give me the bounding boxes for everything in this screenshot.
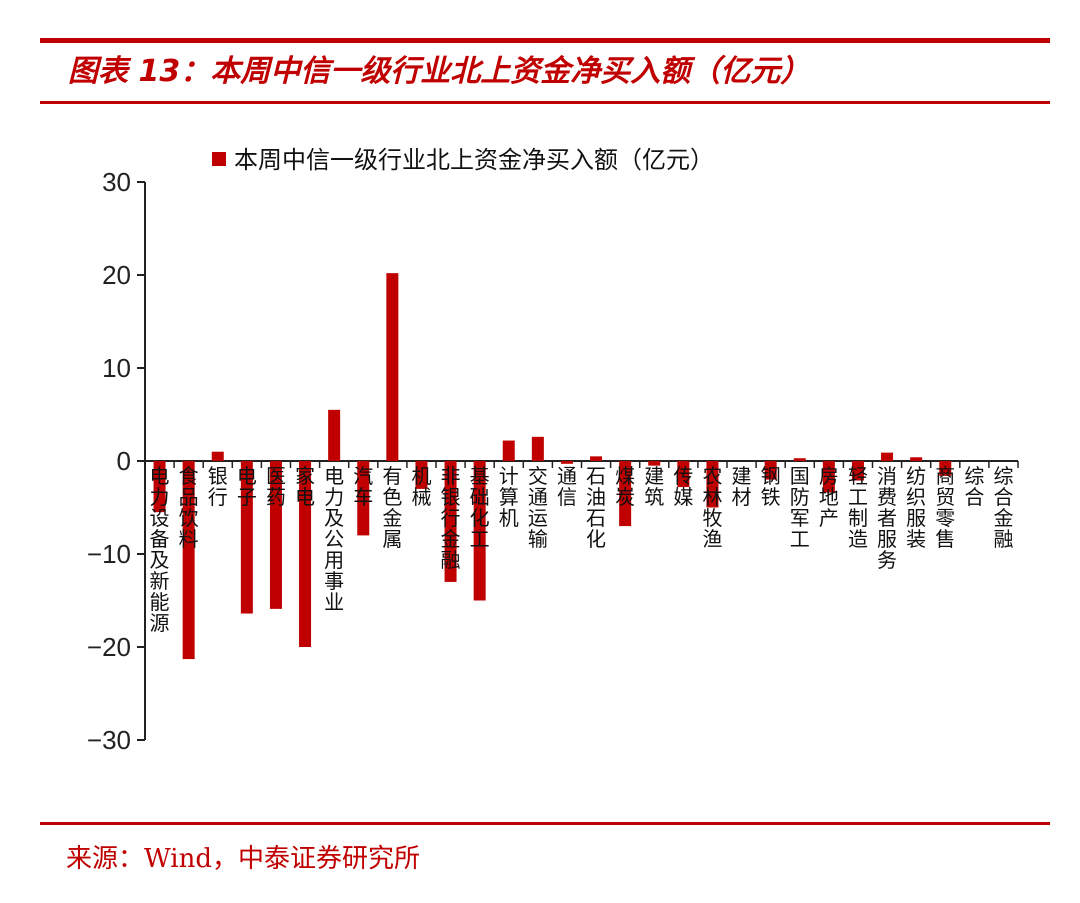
bar-16 — [619, 461, 632, 527]
bar-27 — [939, 461, 952, 476]
bar-5 — [299, 461, 312, 647]
bar-7 — [357, 461, 370, 536]
category-label: 建筑 — [644, 464, 664, 509]
category-label: 农林牧渔 — [702, 464, 722, 551]
y-tick-label: −20 — [87, 632, 131, 662]
bar-17 — [648, 461, 661, 466]
footer-rule — [40, 822, 1050, 825]
bar-8 — [386, 273, 399, 461]
bar-21 — [764, 461, 777, 480]
y-tick-label: −30 — [87, 725, 131, 755]
legend-swatch — [212, 152, 226, 166]
category-label: 建材 — [732, 464, 752, 509]
y-tick-label: 10 — [102, 353, 131, 383]
bar-6 — [328, 409, 341, 461]
category-label: 食品饮料 — [179, 464, 199, 551]
category-label: 石油石化 — [586, 464, 606, 551]
category-label: 钢铁 — [761, 464, 781, 509]
bar-1 — [182, 461, 195, 660]
bar-13 — [531, 436, 544, 461]
bar-19 — [706, 461, 719, 508]
bar-24 — [851, 461, 864, 481]
bar-25 — [881, 452, 894, 461]
category-label: 通信 — [557, 464, 577, 509]
bar-26 — [910, 457, 923, 461]
category-label: 国防军工 — [790, 464, 810, 551]
category-label: 基础化工 — [470, 464, 490, 551]
bar-15 — [590, 456, 603, 461]
y-tick-label: 0 — [117, 446, 131, 476]
category-label: 计算机 — [499, 464, 519, 530]
bar-4 — [269, 461, 282, 609]
category-label: 汽车 — [353, 464, 373, 509]
bar-3 — [240, 461, 253, 614]
source-note: 来源：Wind，中泰证券研究所 — [66, 844, 420, 874]
category-label: 交通运输 — [528, 464, 548, 551]
category-label: 煤炭 — [615, 464, 635, 509]
category-label: 轻工制造 — [848, 464, 868, 551]
category-label: 有色金属 — [382, 464, 402, 551]
category-label: 机械 — [411, 464, 431, 509]
category-label: 商贸零售 — [935, 464, 955, 551]
figure-title: 图表 13：本周中信一级行业北上资金净买入额（亿元） — [68, 54, 811, 89]
y-tick-label: 20 — [102, 260, 131, 290]
y-tick-label: 30 — [102, 167, 131, 197]
bar-11 — [473, 461, 486, 601]
bar-2 — [211, 451, 224, 461]
bar-10 — [444, 461, 457, 582]
bar-chart: 30 20 10 0 −10 −20 −30 电力设备及新能源食品饮料银行电子医药家电电力及公… — [87, 146, 1019, 755]
category-label: 传媒 — [673, 464, 693, 509]
category-label: 综合 — [964, 464, 984, 509]
bar-14 — [560, 461, 573, 464]
title-underline — [40, 101, 1050, 104]
category-label: 电力设备及新能源 — [150, 464, 170, 635]
bar-18 — [677, 461, 690, 488]
category-label: 非银行金融 — [441, 464, 461, 572]
bar-9 — [415, 461, 428, 489]
category-label: 医药 — [266, 464, 286, 509]
bar-23 — [822, 461, 835, 493]
category-label: 纺织服装 — [906, 464, 926, 551]
category-label: 综合金融 — [993, 464, 1013, 551]
category-label: 银行 — [208, 464, 228, 509]
category-label: 电子 — [237, 464, 257, 509]
category-label: 消费者服务 — [877, 464, 897, 572]
category-label: 家电 — [295, 464, 315, 509]
y-tick-label: −10 — [87, 539, 131, 569]
category-label: 电力及公用事业 — [324, 464, 344, 614]
category-label: 房地产 — [819, 464, 839, 530]
bar-12 — [502, 440, 515, 461]
bar-0 — [153, 461, 166, 513]
top-rule — [40, 38, 1050, 43]
legend-label: 本周中信一级行业北上资金净买入额（亿元） — [234, 146, 714, 174]
bar-22 — [793, 458, 806, 461]
